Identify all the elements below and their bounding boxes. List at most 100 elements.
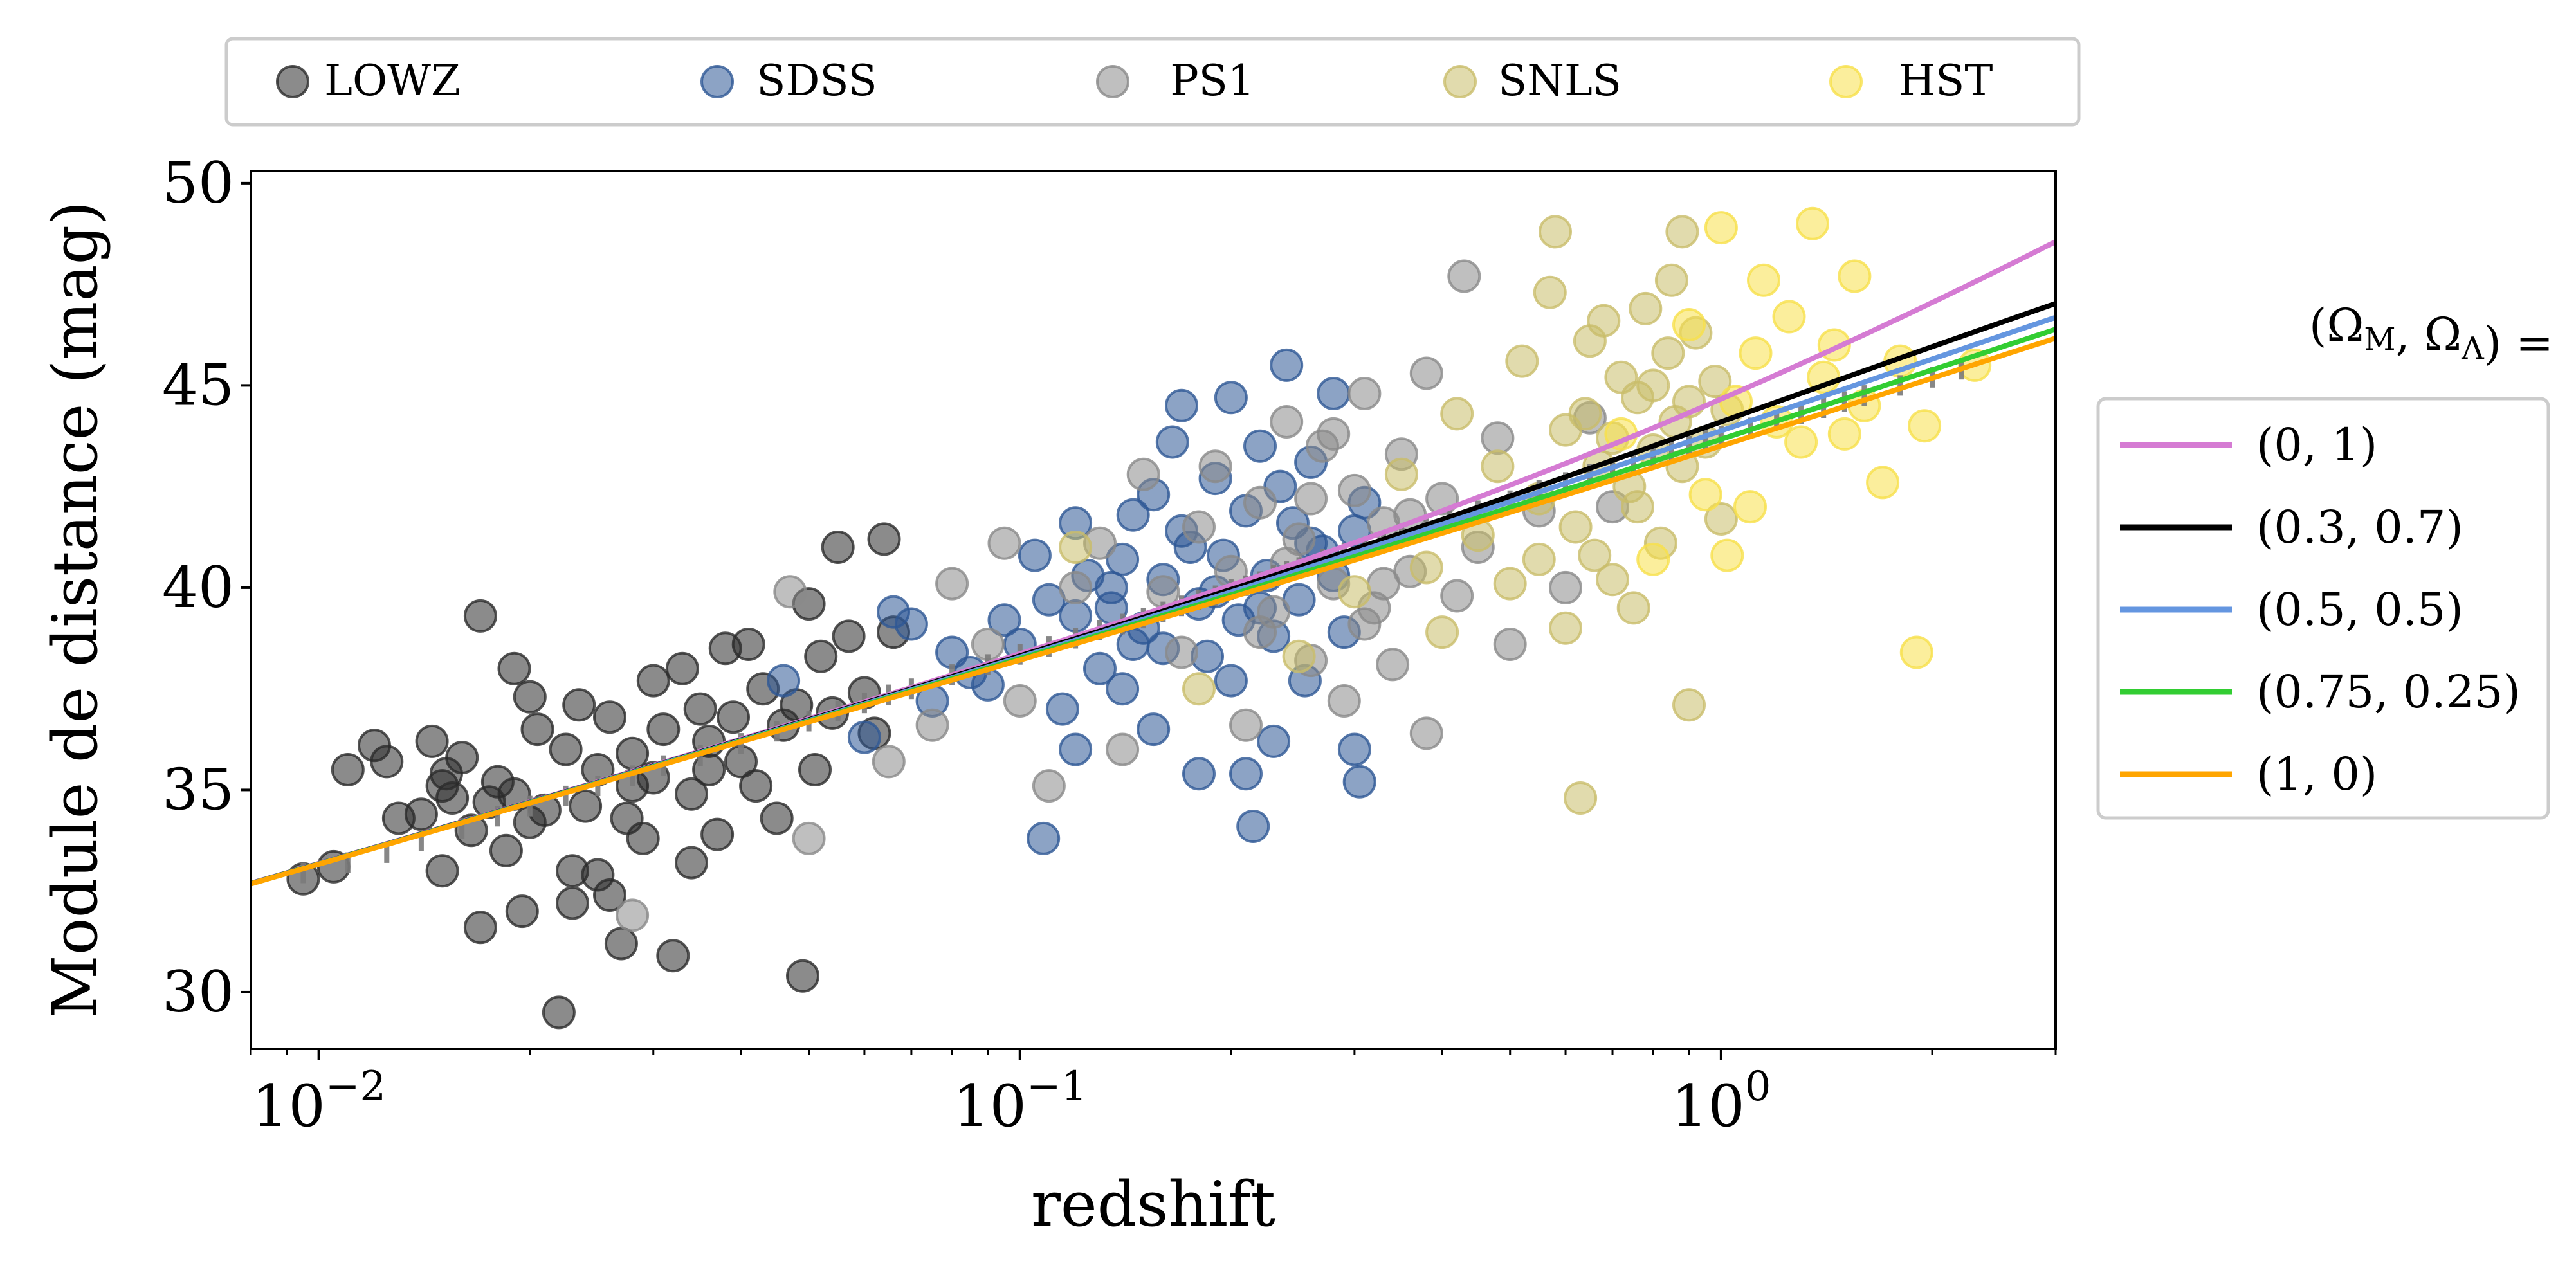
data-point: [1045, 692, 1079, 726]
data-point: [505, 894, 539, 929]
data-point: [1493, 628, 1527, 661]
data-point: [593, 878, 626, 912]
data-point: [1866, 466, 1900, 500]
data-point: [1539, 215, 1572, 249]
y-tick-label: 45: [162, 352, 234, 418]
data-point: [1214, 381, 1248, 415]
binned-marker: [345, 852, 351, 873]
data-point: [1409, 716, 1443, 750]
data-point: [1899, 635, 1933, 669]
top-legend: LOWZ SDSS PS1 SNLS HST: [276, 56, 1993, 105]
data-point: [1337, 575, 1371, 609]
data-point: [463, 911, 497, 945]
data-point: [1236, 810, 1270, 843]
legend-item-sdss: SDSS: [700, 56, 877, 105]
data-point: [1155, 425, 1189, 459]
data-point: [1672, 308, 1706, 341]
data-point: [1558, 510, 1593, 544]
data-point: [604, 927, 638, 961]
data-point: [717, 700, 750, 734]
data-point: [1739, 336, 1773, 370]
data-point: [1182, 510, 1216, 544]
binned-marker: [527, 795, 533, 817]
model-legend-label: (0.75, 0.25): [2256, 666, 2521, 718]
data-point: [1505, 344, 1539, 378]
data-point: [675, 777, 708, 811]
data-point: [1710, 538, 1744, 572]
y-tick-label: 30: [162, 959, 234, 1025]
binned-marker: [1686, 435, 1692, 457]
data-point: [1409, 550, 1443, 585]
data-point: [1059, 531, 1093, 564]
legend-label: SDSS: [756, 56, 877, 105]
data-point: [700, 817, 735, 851]
model-legend-item: (1, 0): [2120, 748, 2377, 801]
data-point: [1636, 542, 1670, 576]
data-point: [656, 939, 690, 973]
data-point: [1636, 368, 1670, 403]
legend-item-lowz: LOWZ: [276, 56, 461, 105]
data-point: [1337, 473, 1371, 507]
legend-label: LOWZ: [324, 56, 461, 105]
data-point: [1827, 417, 1861, 451]
data-point: [821, 531, 855, 564]
data-point: [1018, 538, 1052, 572]
data-point: [415, 724, 449, 758]
data-point: [1747, 263, 1780, 297]
binned-marker: [1841, 391, 1847, 412]
data-point: [1564, 781, 1598, 815]
data-point: [1003, 684, 1037, 718]
series-ps1: [616, 259, 1629, 932]
data-point: [1704, 502, 1738, 536]
data-point: [867, 522, 901, 556]
binned-marker: [300, 862, 306, 884]
data-point: [593, 700, 626, 734]
data-point: [556, 886, 589, 920]
data-point: [445, 741, 479, 775]
data-point: [404, 797, 438, 831]
data-point: [1198, 449, 1232, 484]
data-point: [1688, 478, 1722, 512]
y-tick-label: 40: [162, 554, 234, 621]
data-point: [1270, 348, 1304, 382]
model-legend-label: (0.3, 0.7): [2256, 501, 2463, 554]
data-point: [872, 745, 906, 779]
model-legend-item: (0.3, 0.7): [2120, 501, 2463, 554]
legend-marker: [276, 65, 309, 98]
data-point: [1568, 397, 1602, 431]
data-point: [520, 712, 554, 747]
x-tick-label: 10−2: [251, 1063, 386, 1140]
data-point: [425, 854, 459, 888]
data-point: [1384, 457, 1418, 491]
data-point: [1654, 263, 1688, 297]
data-point: [1083, 651, 1117, 685]
binned-marker: [563, 785, 569, 806]
binned-marker: [384, 842, 390, 863]
data-point: [665, 651, 699, 685]
data-point: [497, 651, 531, 685]
data-point: [915, 708, 949, 742]
legend-label: SNLS: [1498, 56, 1621, 105]
data-point: [1347, 607, 1382, 641]
data-point: [370, 745, 404, 779]
data-point: [773, 575, 807, 609]
data-point: [1317, 377, 1351, 410]
data-point: [1784, 425, 1818, 459]
data-point: [798, 753, 832, 786]
binned-marker: [1897, 375, 1903, 396]
data-point: [1059, 570, 1093, 604]
data-point: [1522, 542, 1556, 576]
x-tick-label: 100: [1671, 1063, 1771, 1140]
legend-marker: [700, 65, 734, 98]
data-point: [767, 664, 801, 698]
data-point: [1533, 275, 1567, 309]
data-point: [1116, 498, 1150, 532]
data-point: [646, 712, 681, 747]
data-point: [1838, 259, 1872, 293]
legend-marker: [1096, 65, 1129, 98]
binned-marker: [495, 806, 500, 827]
y-tick-label: 50: [162, 150, 234, 216]
data-point: [1270, 405, 1304, 439]
data-point: [1294, 482, 1328, 516]
